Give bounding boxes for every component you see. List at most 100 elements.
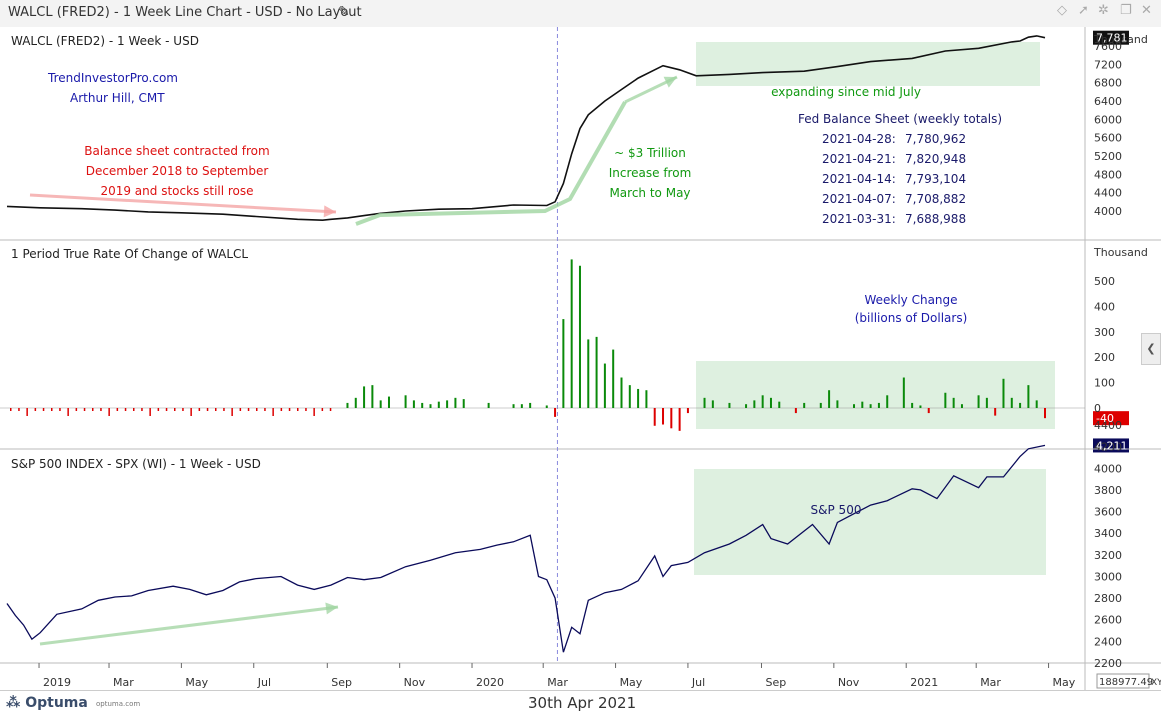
roc-bar [83, 408, 86, 411]
diamond-icon[interactable]: ◇ [1057, 3, 1067, 18]
window-title: WALCL (FRED2) - 1 Week Line Chart - USD … [8, 5, 362, 20]
roc-bar [26, 408, 28, 416]
fed-row-date: 2021-04-07: [822, 192, 896, 206]
expanding-note: expanding since mid July [771, 85, 921, 99]
y-tick-label: 2200 [1094, 657, 1122, 670]
roc-bar [960, 404, 963, 408]
chart-canvas[interactable]: 4000440048005200560060006400680072007600… [0, 27, 1161, 690]
optuma-logo: ⁂ Optuma [6, 695, 88, 711]
x-tick-label: Nov [838, 676, 860, 689]
y-tick-label: 6800 [1094, 77, 1122, 90]
panel-title: 1 Period True Rate Of Change of WALCL [11, 247, 248, 261]
roc-bar [272, 408, 274, 416]
x-tick-label: 2020 [476, 676, 504, 689]
roc-bar [612, 349, 615, 408]
roc-bar [313, 408, 315, 416]
side-panel-toggle[interactable]: ❮ [1141, 333, 1161, 365]
roc-bar [75, 408, 78, 411]
expanding-zone-box [696, 42, 1040, 86]
roc-bar [645, 390, 648, 408]
restore-icon[interactable]: ❐ [1120, 3, 1132, 18]
roc-bar [520, 404, 523, 408]
star-icon[interactable]: ✲ [1098, 3, 1109, 18]
y-tick-label: 300 [1094, 326, 1115, 339]
roc-bar [363, 386, 366, 408]
spx-rise-arrow [39, 605, 339, 646]
roc-bar [454, 397, 457, 408]
fed-row-date: 2021-04-14: [822, 172, 896, 186]
y-tick-label: 100 [1094, 377, 1115, 390]
author-name: Arthur Hill, CMT [70, 91, 165, 105]
window-titlebar: WALCL (FRED2) - 1 Week Line Chart - USD … [0, 0, 1161, 28]
y-tick-label: 2400 [1094, 635, 1122, 648]
roc-bar [977, 395, 980, 408]
pin-icon[interactable]: ➚ [1078, 3, 1089, 18]
logo-text: Optuma [25, 695, 88, 711]
roc-bar [628, 385, 631, 408]
y-tick-label: 200 [1094, 351, 1115, 364]
fed-row-date: 2021-03-31: [822, 212, 896, 226]
roc-bar [562, 319, 565, 408]
walcl-line [6, 35, 1046, 222]
contraction-arrow [29, 193, 337, 214]
contraction-arrow-head [323, 205, 336, 218]
pencil-icon[interactable]: ✎ [338, 4, 350, 20]
roc-bar [745, 404, 748, 408]
weekly-change-zone-box [696, 361, 1055, 429]
roc-bar [529, 402, 532, 408]
roc-bar [861, 401, 864, 408]
roc-bar [264, 408, 266, 411]
roc-bar [297, 408, 299, 411]
unit-label: Thousand [1093, 33, 1148, 46]
roc-bar [371, 385, 374, 408]
roc-bar [10, 408, 12, 411]
y-tick-label: 2600 [1094, 614, 1122, 627]
fed-row-value: 7,688,988 [905, 212, 966, 226]
trillion-note: March to May [609, 186, 690, 200]
roc-bar [42, 408, 45, 411]
y-tick-label: 7600 [1094, 40, 1122, 53]
close-icon[interactable]: ✕ [1141, 3, 1152, 18]
roc-bar [1019, 402, 1022, 408]
cursor-date: 30th Apr 2021 [528, 694, 637, 712]
roc-bar [215, 408, 217, 411]
roc-bar [487, 402, 490, 408]
last-value-label: 4,211 [1096, 439, 1128, 452]
roc-bar [321, 408, 324, 411]
y-tick-label: 0 [1094, 402, 1101, 415]
roc-bar [853, 404, 856, 408]
x-tick-label: May [1053, 676, 1076, 689]
roc-bar [662, 408, 665, 425]
xy-label: XY [1151, 678, 1161, 688]
logo-subtext: optuma.com [96, 700, 141, 708]
fed-row-value: 7,820,948 [905, 152, 966, 166]
roc-bar [182, 408, 184, 411]
roc-bar [819, 402, 822, 408]
roc-bar [404, 395, 407, 408]
roc-bar [329, 408, 332, 411]
roc-bar [578, 265, 581, 408]
roc-bar [637, 388, 640, 408]
roc-bar [421, 402, 424, 408]
roc-bar [678, 408, 681, 431]
y-tick-label: 4000 [1094, 205, 1122, 218]
roc-bar [703, 397, 706, 408]
roc-bar [919, 405, 922, 408]
roc-bar [686, 408, 689, 414]
roc-bar [100, 408, 102, 411]
roc-bar [753, 400, 756, 408]
x-tick-label: 2021 [910, 676, 938, 689]
roc-bar [18, 408, 20, 411]
roc-bar [902, 377, 905, 408]
roc-bar [256, 408, 258, 411]
roc-bar [595, 336, 598, 408]
y-tick-label: 2800 [1094, 592, 1122, 605]
contracted-note: December 2018 to September [86, 164, 269, 178]
roc-bar [877, 402, 880, 408]
last-value-label: 7,781 [1096, 32, 1128, 45]
y-tick-label: 3200 [1094, 549, 1122, 562]
trillion-note: Increase from [609, 166, 692, 180]
roc-bar [288, 408, 291, 411]
roc-bar [379, 400, 382, 408]
panel-title: S&P 500 INDEX - SPX (WI) - 1 Week - USD [11, 457, 261, 471]
